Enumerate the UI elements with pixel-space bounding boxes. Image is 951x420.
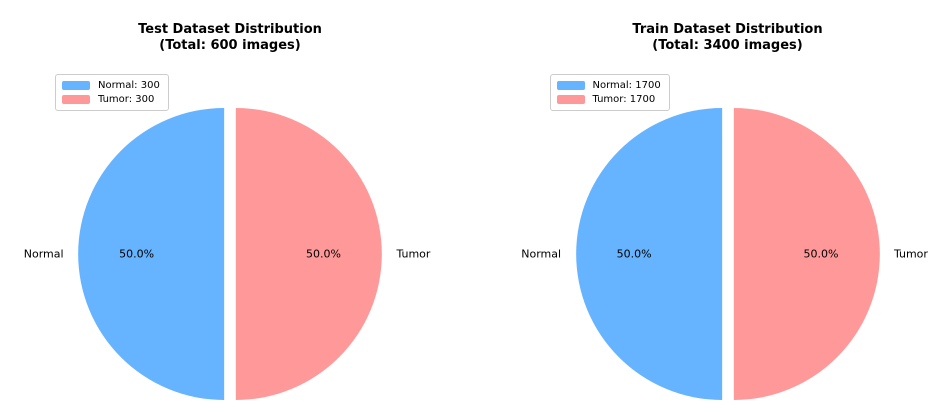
- pie-slice-normal: [78, 108, 225, 400]
- pie-slice-tumor: [235, 108, 382, 400]
- legend-item-tumor: Tumor: 1700: [556, 94, 661, 105]
- chart-title-line1: Test Dataset Distribution: [138, 22, 322, 37]
- legend-label-tumor: Tumor: 1700: [592, 94, 656, 105]
- test-distribution-chart: Test Dataset Distribution (Total: 600 im…: [23, 22, 431, 400]
- percent-label-tumor: 50.0%: [803, 247, 839, 261]
- chart-title-line2: (Total: 3400 images): [652, 37, 803, 53]
- chart-title-train: Train Dataset Distribution (Total: 3400 …: [632, 22, 822, 53]
- category-label-tumor: Tumor: [396, 247, 431, 261]
- legend-label-normal: Normal: 1700: [592, 80, 661, 91]
- percent-label-normal: 50.0%: [616, 247, 652, 261]
- legend-label-normal: Normal: 300: [98, 80, 160, 91]
- category-label-normal: Normal: [521, 247, 562, 261]
- chart-title-line1: Train Dataset Distribution: [632, 22, 823, 37]
- legend-swatch-normal: [62, 81, 90, 90]
- train-distribution-chart: Train Dataset Distribution (Total: 3400 …: [476, 0, 951, 420]
- category-label-normal: Normal: [23, 247, 64, 261]
- pie-chart-train: [575, 108, 880, 400]
- chart-title-test: Test Dataset Distribution (Total: 600 im…: [138, 22, 322, 53]
- legend-label-tumor: Tumor: 300: [98, 94, 155, 105]
- legend-train: Normal: 1700 Tumor: 1700: [549, 74, 670, 111]
- legend-swatch-tumor: [556, 95, 585, 104]
- legend-swatch-tumor: [62, 95, 90, 104]
- legend-item-tumor: Tumor: 300: [62, 94, 160, 105]
- legend-item-normal: Normal: 300: [62, 80, 160, 91]
- pie-chart-test: [78, 108, 382, 400]
- chart-title-line2: (Total: 600 images): [159, 37, 301, 53]
- legend-test: Normal: 300 Tumor: 300: [55, 74, 169, 111]
- pie-slice-normal: [575, 108, 722, 400]
- percent-label-tumor: 50.0%: [305, 247, 341, 261]
- legend-item-normal: Normal: 1700: [556, 80, 661, 91]
- percent-label-normal: 50.0%: [119, 247, 155, 261]
- category-label-tumor: Tumor: [893, 247, 928, 261]
- legend-swatch-normal: [556, 81, 585, 90]
- pie-slice-tumor: [733, 108, 880, 400]
